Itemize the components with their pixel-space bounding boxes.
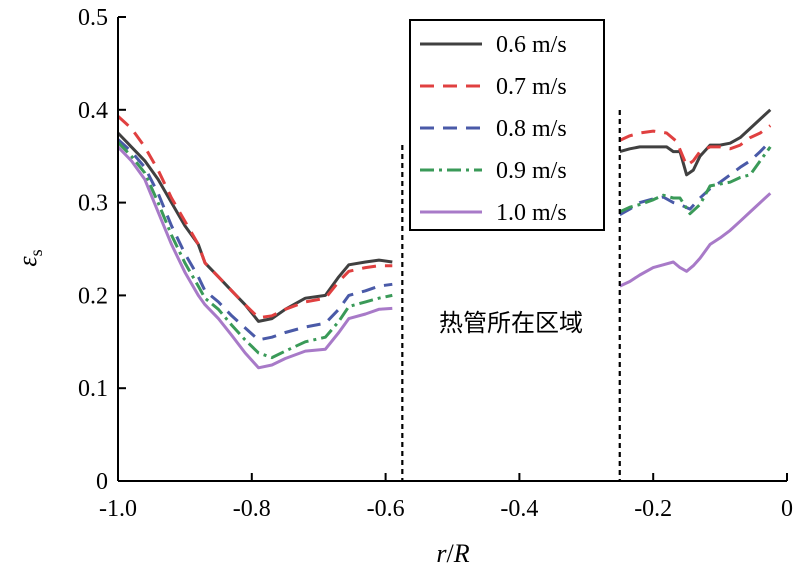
y-tick-label: 0.5 (78, 5, 108, 31)
series-line-2-segment-1 (116, 115, 393, 320)
legend: 0.6 m/s 0.7 m/s 0.8 m/s 0.9 m/s 1.0 m/s (409, 19, 605, 231)
svg-text:εs: εs (13, 249, 46, 266)
series-line-3-segment-2 (619, 140, 772, 217)
y-tick-label: 0.2 (78, 283, 108, 309)
series-line-4-segment-1 (116, 141, 393, 360)
x-axis-title-R: R (453, 539, 470, 568)
y-tick-label: 0.3 (78, 191, 108, 217)
legend-box (409, 19, 605, 231)
x-tick-label: -0.6 (367, 496, 405, 522)
y-tick-label: 0.1 (78, 376, 108, 402)
series-line-1-segment-2 (619, 108, 772, 177)
x-axis-title-r: r (436, 539, 447, 568)
x-tick-label: 0 (781, 496, 793, 522)
axes (117, 17, 787, 482)
y-axis-title: εs (13, 249, 46, 266)
x-axis-title: r/R (436, 539, 469, 568)
series-line-1-segment-1 (116, 131, 393, 323)
series-line-5-segment-1 (116, 145, 393, 370)
series-layer (116, 108, 772, 370)
series-line-2-segment-2 (619, 124, 772, 167)
series-line-4-segment-2 (619, 146, 772, 216)
tick-layer: -1.0 -0.8 -0.6 -0.4 -0.2 0 0 0.1 0.2 0.3 0.4 0.5 (78, 5, 793, 522)
legend-label-4: 0.9 m/s (496, 158, 567, 184)
y-tick-label: 0 (96, 469, 108, 495)
legend-label-2: 0.7 m/s (496, 74, 567, 100)
x-tick-label: -0.8 (233, 496, 271, 522)
x-tick-label: -0.2 (634, 496, 672, 522)
series-line-3-segment-1 (116, 138, 393, 342)
series-line-5-segment-2 (619, 192, 772, 288)
x-tick-label: -1.0 (99, 496, 137, 522)
y-axis-title-epsilon: ε (13, 256, 42, 267)
y-tick-label: 0.4 (78, 98, 108, 124)
legend-label-1: 0.6 m/s (496, 32, 567, 58)
x-axis-title-slash: / (447, 539, 455, 568)
x-tick-label: -0.4 (500, 496, 538, 522)
heat-pipe-region-label: 热管所在区域 (439, 309, 583, 337)
legend-label-5: 1.0 m/s (496, 200, 567, 226)
y-axis-title-subscript: s (26, 249, 46, 256)
legend-label-3: 0.8 m/s (496, 116, 567, 142)
